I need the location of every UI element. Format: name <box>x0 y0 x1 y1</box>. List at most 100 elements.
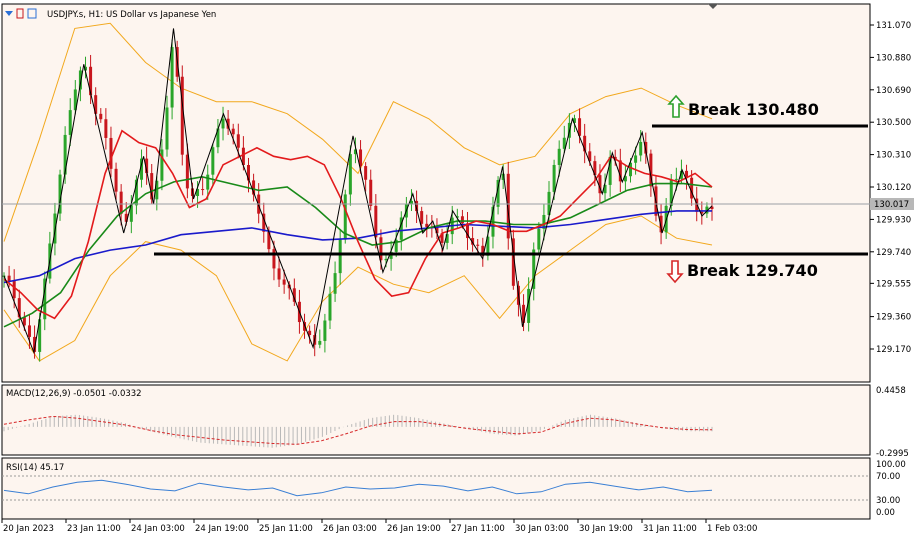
time-tick-label: 30 Jan 19:00 <box>579 524 633 534</box>
candle-body <box>12 281 16 299</box>
candle-body <box>308 330 312 335</box>
candle-body <box>277 268 281 280</box>
price-tick-label: 130.500 <box>876 118 911 128</box>
dropdown-icon <box>5 11 13 16</box>
candle-body <box>583 135 587 152</box>
main-panel[interactable] <box>1 3 871 383</box>
candle-body <box>140 158 144 180</box>
candle-body <box>542 214 546 229</box>
time-tick-label: 24 Jan 19:00 <box>195 524 249 534</box>
candle-body <box>353 149 357 155</box>
time-tick-label: 24 Jan 03:00 <box>131 524 185 534</box>
candle-body <box>455 216 459 218</box>
candle-body <box>511 238 515 286</box>
candle-body <box>588 151 592 162</box>
candle-body <box>272 249 276 269</box>
candle-body <box>216 128 220 148</box>
candle-body <box>460 216 464 224</box>
candle-body <box>425 223 429 227</box>
time-tick-label: 27 Jan 11:00 <box>451 524 505 534</box>
time-tick-label: 31 Jan 11:00 <box>643 524 697 534</box>
candle-body <box>185 154 189 189</box>
time-tick-label: 26 Jan 19:00 <box>387 524 441 534</box>
candle-body <box>236 134 240 148</box>
candle-body <box>206 174 210 190</box>
candle-body <box>252 180 256 195</box>
candle-body <box>196 189 200 197</box>
moving-averages <box>3 129 713 328</box>
price-tick-label: 130.880 <box>876 53 911 63</box>
candle-body <box>659 215 663 233</box>
candle-body <box>33 336 37 352</box>
candle-body <box>231 128 235 135</box>
candle-body <box>679 170 683 179</box>
price-tick-label: 129.740 <box>876 248 911 258</box>
candle-body <box>409 200 413 205</box>
candle-body <box>384 258 388 261</box>
candle-body <box>695 198 699 212</box>
candle-body <box>262 213 266 232</box>
candle-body <box>359 149 363 167</box>
candle-body <box>73 89 77 111</box>
zigzag-lines <box>3 28 713 355</box>
candle-body <box>201 189 205 191</box>
candle-body <box>99 113 103 120</box>
candle-body <box>506 173 510 239</box>
candle-body <box>114 168 118 192</box>
candle-body <box>547 191 551 215</box>
candle-body <box>333 273 337 294</box>
candle-body <box>104 119 108 138</box>
time-axis: 20 Jan 2023 23 Jan 11:00 24 Jan 03:00 24 Ja… <box>1 519 757 534</box>
candle-body <box>246 165 250 181</box>
candle-body <box>537 228 541 250</box>
candle-body <box>608 156 612 185</box>
candle-body <box>649 153 653 187</box>
candle-body <box>22 317 26 326</box>
candle-body <box>603 184 607 194</box>
candle-body <box>17 298 21 318</box>
candle-body <box>674 178 678 180</box>
candle-body <box>705 206 709 214</box>
macd-panel[interactable] <box>1 384 871 456</box>
candle-body <box>394 239 398 252</box>
price-tick-label: 129.360 <box>876 313 911 323</box>
break-low-label: Break 129.740 <box>687 261 818 280</box>
ma-red-line <box>3 129 713 320</box>
rsi-label: RSI(14) 45.17 <box>6 463 64 473</box>
candle-body <box>343 194 347 240</box>
price-tick-label: 130.690 <box>876 86 911 96</box>
candle-body <box>644 141 648 154</box>
chart-header: USDJPY.s, H1: US Dollar vs Japanese Yen <box>5 8 216 20</box>
candle-style-icon <box>16 8 24 19</box>
candle-body <box>338 239 342 274</box>
candle-body <box>318 340 322 345</box>
price-tick-label: 129.555 <box>876 279 911 289</box>
candle-body <box>170 47 174 108</box>
rsi-scale-0: 0.00 <box>876 508 895 518</box>
candle-body <box>160 149 164 181</box>
candle-body <box>109 137 113 169</box>
time-tick-label: 30 Jan 03:00 <box>515 524 569 534</box>
candle-body <box>486 236 490 256</box>
candle-body <box>129 205 133 222</box>
candle-body <box>374 205 378 238</box>
candle-body <box>690 177 694 199</box>
candle-body <box>124 213 128 222</box>
candle-body <box>58 174 62 214</box>
macd-scale-top: 0.4458 <box>876 386 906 396</box>
candle-body <box>578 118 582 136</box>
candle-body <box>155 180 159 200</box>
rsi-line <box>3 479 713 497</box>
candle-body <box>710 206 714 209</box>
candle-body <box>221 118 225 129</box>
candle-body <box>415 200 419 212</box>
candle-body <box>445 234 449 243</box>
rsi-panel[interactable] <box>1 457 871 520</box>
candle-body <box>618 160 622 182</box>
candle-body <box>435 227 439 234</box>
candle-body <box>180 76 184 155</box>
candle-body <box>476 244 480 246</box>
candle-body <box>119 191 123 214</box>
time-tick-label: 20 Jan 2023 <box>3 524 54 534</box>
